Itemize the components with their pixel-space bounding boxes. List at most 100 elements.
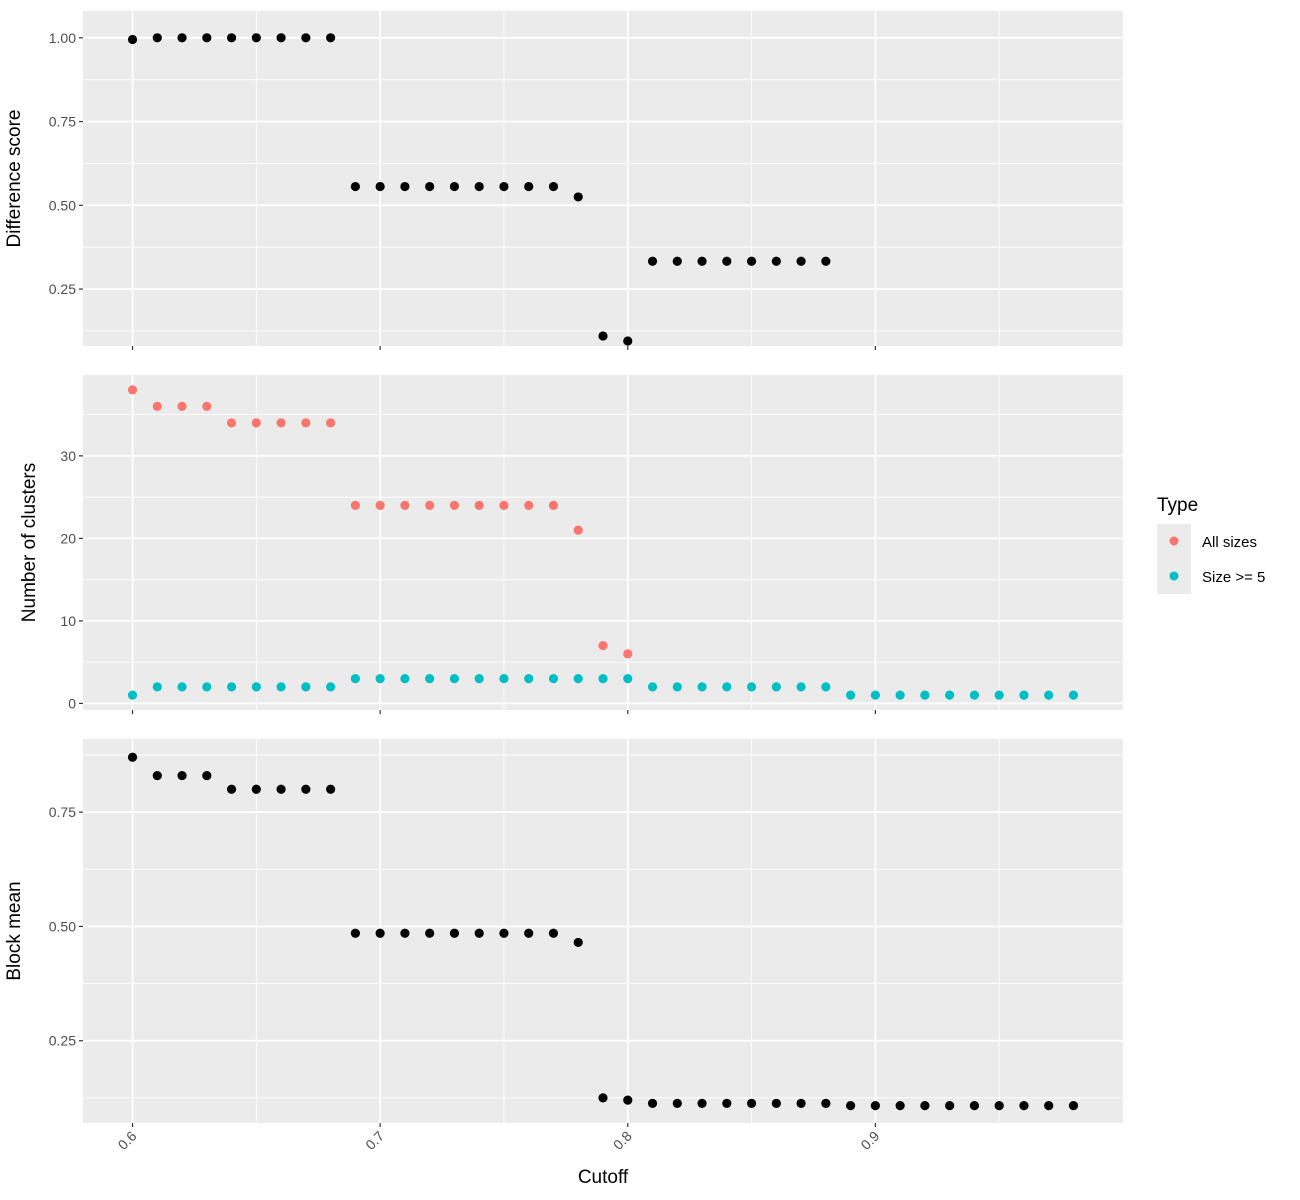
data-point xyxy=(226,418,237,428)
data-point xyxy=(499,181,509,192)
data-point xyxy=(276,784,286,794)
data-point xyxy=(994,1101,1004,1111)
data-point xyxy=(202,770,212,781)
data-point xyxy=(301,682,311,692)
data-point xyxy=(573,192,583,202)
data-point xyxy=(796,1098,806,1108)
data-point xyxy=(746,682,757,692)
legend-key-all-sizes xyxy=(1169,536,1179,546)
data-point xyxy=(251,33,261,43)
data-point xyxy=(1044,1101,1054,1111)
data-point xyxy=(276,33,286,43)
data-point xyxy=(573,937,583,948)
data-point xyxy=(524,674,534,684)
data-point xyxy=(672,256,682,266)
data-point xyxy=(301,33,311,43)
panel-number-of-clusters: 0 10 20 30 Number of clusters xyxy=(19,375,1123,714)
data-point xyxy=(623,649,633,659)
data-point xyxy=(400,928,410,938)
data-point xyxy=(598,1093,608,1103)
y-axis-title-block-mean: Block mean xyxy=(4,881,25,980)
data-point xyxy=(375,674,385,684)
data-point xyxy=(796,256,806,266)
data-point xyxy=(647,1098,658,1108)
y-tick-label: 1.00 xyxy=(49,30,76,46)
data-point xyxy=(425,928,435,938)
legend-title: Type xyxy=(1157,495,1198,516)
data-point xyxy=(400,500,410,510)
series-all-sizes xyxy=(127,385,633,659)
data-point xyxy=(573,525,583,535)
y-tick-label: 10 xyxy=(60,613,76,629)
data-point xyxy=(1019,690,1029,700)
data-point xyxy=(672,1098,682,1108)
data-point xyxy=(350,500,360,510)
data-point xyxy=(474,500,484,510)
y-axis-title-difference-score: Difference score xyxy=(4,110,25,248)
data-point xyxy=(895,1101,905,1111)
data-point xyxy=(251,418,261,428)
panel-difference-score: 0.25 0.50 0.75 1.00 Difference score xyxy=(4,11,1123,350)
data-point xyxy=(722,256,732,266)
data-point xyxy=(177,770,187,781)
data-point xyxy=(152,401,162,411)
data-point xyxy=(449,674,460,684)
data-point xyxy=(945,690,955,700)
data-point xyxy=(127,752,138,762)
data-point xyxy=(326,784,336,794)
data-point xyxy=(1068,690,1079,700)
data-point xyxy=(474,181,484,192)
x-axis-tick-labels: 0.6 0.7 0.8 0.9 xyxy=(115,1128,883,1153)
data-point xyxy=(276,682,286,692)
data-point xyxy=(474,674,484,684)
data-point xyxy=(598,641,608,651)
data-point xyxy=(326,682,336,692)
data-point xyxy=(177,33,187,43)
data-point xyxy=(969,690,980,700)
data-point xyxy=(647,256,658,266)
data-point xyxy=(449,181,460,192)
data-point xyxy=(548,928,559,938)
data-point xyxy=(846,1101,856,1111)
data-point xyxy=(821,256,831,266)
x-tick-label: 0.6 xyxy=(115,1128,140,1153)
data-point xyxy=(821,682,831,692)
y-tick-label: 0.25 xyxy=(49,281,76,297)
data-point xyxy=(623,336,633,346)
data-point xyxy=(598,331,608,341)
data-point xyxy=(375,181,385,192)
data-point xyxy=(697,1098,707,1108)
data-point xyxy=(226,682,237,692)
panel-background xyxy=(83,11,1123,346)
data-point xyxy=(400,181,410,192)
data-point xyxy=(573,674,583,684)
y-axis-title-number-of-clusters: Number of clusters xyxy=(19,463,40,622)
data-point xyxy=(251,682,261,692)
data-point xyxy=(152,770,162,781)
series-block-mean xyxy=(127,752,1079,1111)
data-point xyxy=(548,181,559,192)
data-point xyxy=(127,690,138,700)
data-point xyxy=(623,674,633,684)
data-point xyxy=(449,928,460,938)
data-point xyxy=(771,682,781,692)
data-point xyxy=(746,256,757,266)
x-tick-label: 0.7 xyxy=(362,1128,387,1153)
data-point xyxy=(350,181,360,192)
data-point xyxy=(226,33,237,43)
data-point xyxy=(697,256,707,266)
data-point xyxy=(425,674,435,684)
data-point xyxy=(301,784,311,794)
data-point xyxy=(474,928,484,938)
data-point xyxy=(499,928,509,938)
data-point xyxy=(276,418,286,428)
legend-label-size-5: Size >= 5 xyxy=(1202,569,1265,586)
data-point xyxy=(821,1098,831,1108)
x-axis-title: Cutoff xyxy=(578,1167,629,1188)
legend-key-background xyxy=(1157,524,1191,594)
data-point xyxy=(1068,1101,1079,1111)
data-point xyxy=(623,1095,633,1105)
data-point xyxy=(796,682,806,692)
data-point xyxy=(1044,690,1054,700)
data-point xyxy=(449,500,460,510)
